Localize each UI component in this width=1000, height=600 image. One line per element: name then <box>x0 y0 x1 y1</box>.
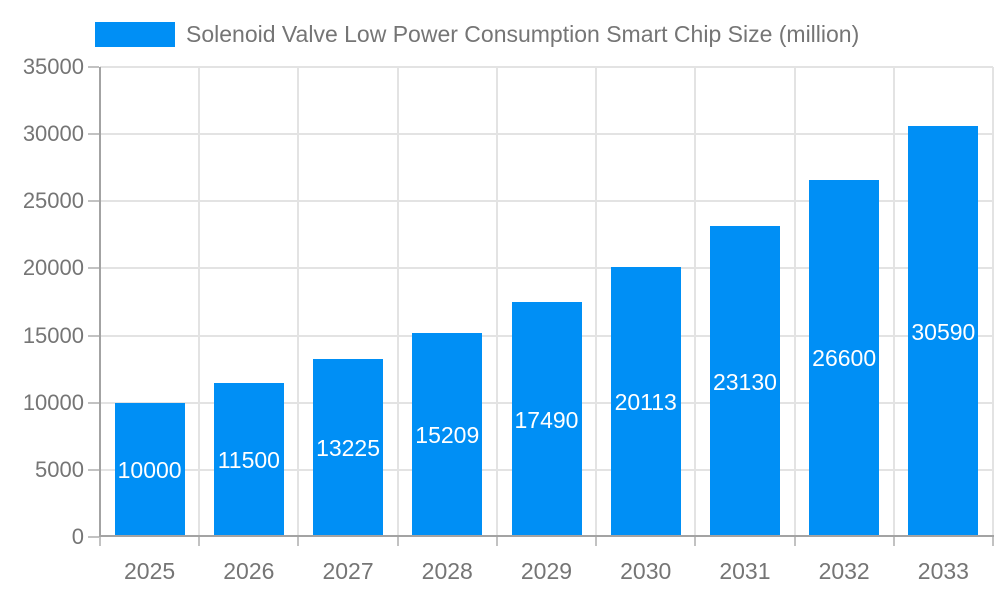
bar-value-label: 15209 <box>415 421 480 448</box>
bar <box>114 402 185 537</box>
chart-title: Solenoid Valve Low Power Consumption Sma… <box>186 21 860 47</box>
x-tick-label: 2029 <box>520 558 573 584</box>
bar <box>709 226 780 537</box>
y-tick-label: 35000 <box>22 54 84 79</box>
x-tick-label: 2026 <box>223 558 275 584</box>
y-tick-mark <box>88 401 99 404</box>
x-tick-mark <box>793 537 796 546</box>
x-axis-line <box>99 535 994 537</box>
y-tick-label: 10000 <box>22 389 84 415</box>
x-tick-label: 2025 <box>124 558 176 584</box>
bar-value-label: 10000 <box>117 456 182 483</box>
bar-value-label: 17490 <box>514 406 579 433</box>
h-gridline <box>100 200 993 203</box>
v-gridline <box>992 67 994 537</box>
x-tick-label: 2027 <box>322 558 374 584</box>
legend: Solenoid Valve Low Power Consumption Sma… <box>95 21 859 48</box>
x-tick-label: 2030 <box>620 558 672 584</box>
v-gridline <box>595 67 598 537</box>
bar-value-label: 11500 <box>217 446 280 473</box>
y-tick-label: 30000 <box>22 121 84 147</box>
bar-value-label: 26600 <box>812 345 877 372</box>
y-tick-mark <box>88 267 99 270</box>
y-tick-mark <box>88 536 99 538</box>
bar-value-label: 13225 <box>316 435 381 462</box>
x-tick-label: 2033 <box>917 558 969 584</box>
bar <box>213 382 284 537</box>
y-axis-line <box>99 67 101 537</box>
x-tick-mark <box>992 537 994 546</box>
x-tick-mark <box>396 537 399 546</box>
y-tick-mark <box>88 334 99 337</box>
x-tick-mark <box>892 537 895 546</box>
x-tick-mark <box>595 537 598 546</box>
bar <box>313 359 384 537</box>
y-tick-label: 20000 <box>22 255 84 281</box>
y-tick-mark <box>88 468 99 471</box>
v-gridline <box>396 67 399 537</box>
plot-area: 0 5000 10000 15000 20000 25000 30000 35000 2025 2… <box>23 54 994 584</box>
x-tick-mark <box>99 537 101 546</box>
bar <box>809 179 880 537</box>
bar-value-label: 30590 <box>911 318 976 345</box>
v-gridline <box>198 67 201 537</box>
x-tick-label: 2028 <box>421 558 473 584</box>
y-tick-mark <box>88 133 99 136</box>
bar <box>412 332 483 537</box>
h-gridline <box>100 133 993 136</box>
y-tick-label: 5000 <box>35 456 84 482</box>
bar-value-label: 23130 <box>712 368 777 395</box>
x-tick-label: 2031 <box>719 558 771 584</box>
x-tick-mark <box>495 537 498 546</box>
h-gridline <box>100 66 993 68</box>
x-tick-mark <box>297 537 300 546</box>
v-gridline <box>892 67 895 537</box>
legend-swatch <box>95 22 175 47</box>
x-tick-mark <box>198 537 201 546</box>
v-gridline <box>495 67 498 537</box>
bar-value-label: 20113 <box>614 388 677 415</box>
y-tick-mark <box>88 66 99 68</box>
y-tick-label: 15000 <box>22 322 84 348</box>
bar <box>610 266 681 537</box>
bar <box>908 126 979 537</box>
v-gridline <box>694 67 697 537</box>
x-tick-label: 2032 <box>818 558 870 584</box>
v-gridline <box>793 67 796 537</box>
y-tick-label: 25000 <box>22 188 84 214</box>
h-gridline <box>100 267 993 270</box>
bar <box>511 302 582 537</box>
y-tick-mark <box>88 200 99 203</box>
y-tick-label: 0 <box>71 524 84 549</box>
x-tick-mark <box>694 537 697 546</box>
v-gridline <box>297 67 300 537</box>
